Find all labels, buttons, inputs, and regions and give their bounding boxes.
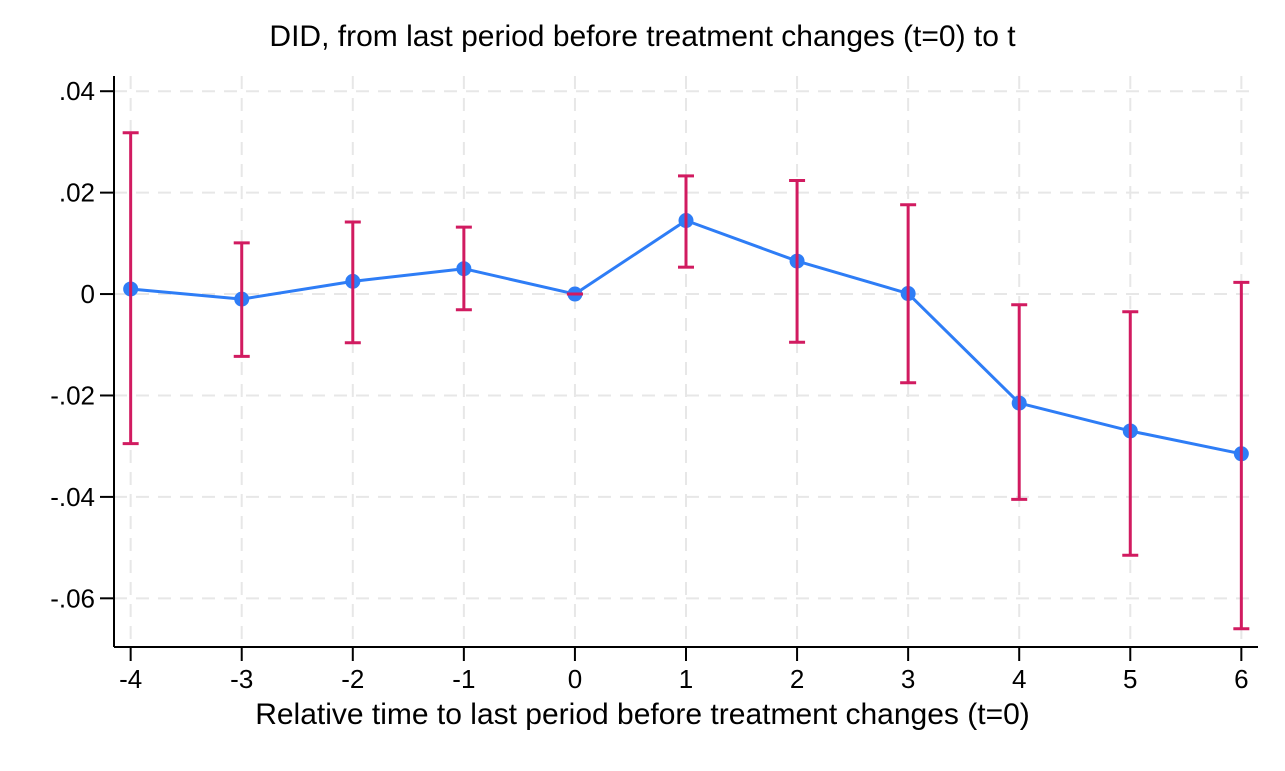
x-tick-label: 3 xyxy=(901,664,915,694)
x-tick-label: -2 xyxy=(341,664,364,694)
x-tick-label: 6 xyxy=(1234,664,1248,694)
x-tick-label: 5 xyxy=(1123,664,1137,694)
x-tick-label: -4 xyxy=(119,664,142,694)
y-tick-label: .02 xyxy=(59,178,95,208)
chart-title: DID, from last period before treatment c… xyxy=(269,20,1016,53)
x-tick-label: -3 xyxy=(230,664,253,694)
x-axis-title: Relative time to last period before trea… xyxy=(255,698,1030,731)
x-tick-label: -1 xyxy=(452,664,475,694)
x-tick-label: 1 xyxy=(679,664,693,694)
x-tick-label: 2 xyxy=(790,664,804,694)
y-tick-label: -.02 xyxy=(50,380,95,410)
y-tick-label: .04 xyxy=(59,76,95,106)
y-tick-label: -.04 xyxy=(50,482,95,512)
x-tick-label: 4 xyxy=(1012,664,1026,694)
y-tick-label: 0 xyxy=(81,279,95,309)
x-tick-label: 0 xyxy=(568,664,582,694)
y-tick-label: -.06 xyxy=(50,583,95,613)
